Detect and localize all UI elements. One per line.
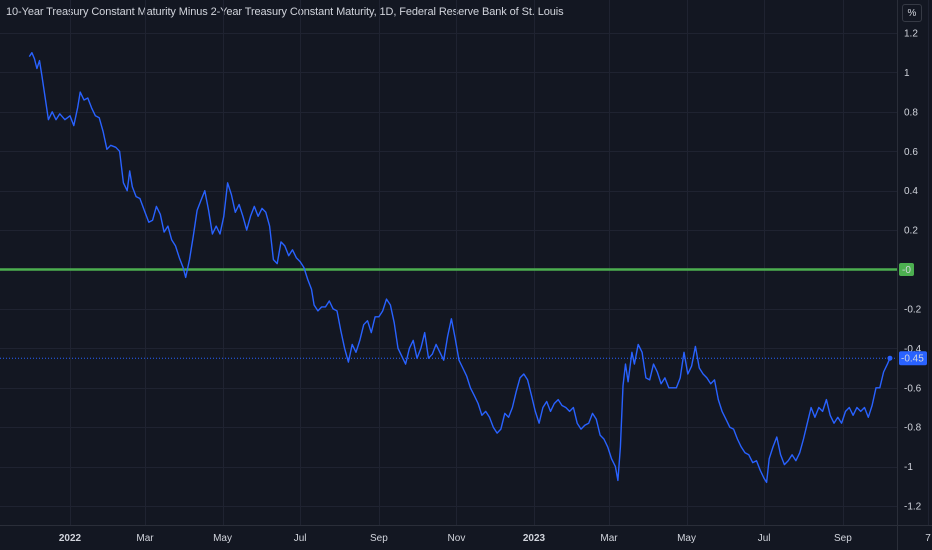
x-tick-label: 2023 [523, 533, 546, 544]
x-tick-label: Sep [834, 533, 852, 544]
y-tick-label: -1 [904, 462, 913, 473]
current-value-bg [899, 351, 927, 366]
y-tick-label: 0.2 [904, 226, 918, 237]
current-value-text: -0.45 [901, 354, 924, 365]
y-tick-label: 0.4 [904, 186, 918, 197]
x-tick-label: Jul [758, 533, 771, 544]
current-value-badge: -0.45 [899, 351, 927, 366]
unit-percent-button[interactable]: % [902, 4, 922, 22]
y-tick-label: -0.4 [904, 344, 922, 355]
zero-label-bg [899, 263, 914, 276]
y-tick-label: 0.6 [904, 147, 918, 158]
x-tick-label: 7 [925, 533, 931, 544]
y-tick-label: 0.8 [904, 107, 918, 118]
x-tick-label: Mar [136, 533, 154, 544]
y-tick-label: -0.6 [904, 383, 922, 394]
y-tick-label: 1.2 [904, 29, 918, 40]
series-line [28, 52, 891, 484]
zero-label-badge: -0 [899, 263, 914, 276]
y-tick-label: -1.2 [904, 502, 922, 513]
x-axis-ticks: 2022 Mar May Jul Sep Nov 2023 Mar May Jul Sep 7 [59, 533, 931, 544]
y-tick-label: -0.8 [904, 423, 922, 434]
x-tick-label: Jul [294, 533, 307, 544]
x-tick-label: May [677, 533, 696, 544]
x-tick-label: Nov [448, 533, 466, 544]
x-tick-label: Mar [600, 533, 618, 544]
x-tick-label: Sep [370, 533, 388, 544]
last-point-marker [887, 355, 893, 361]
x-tick-label: May [213, 533, 232, 544]
x-tick-label: 2022 [59, 533, 82, 544]
y-axis-ticks: 1.2 1 0.8 0.6 0.4 0.2 -0.2 -0.4 -0.6 -0.8 -1 -1.2 [904, 29, 922, 513]
gridlines [0, 0, 929, 525]
y-tick-label: -0.2 [904, 304, 922, 315]
y-tick-label: 1 [904, 68, 910, 79]
zero-label-text: -0 [902, 265, 911, 276]
